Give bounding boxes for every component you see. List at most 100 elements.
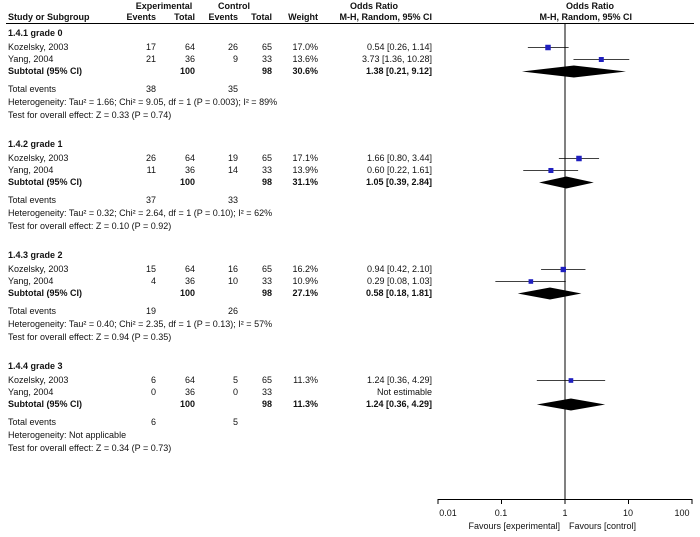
- total-events-ctrl: 35: [227, 84, 238, 94]
- control-header: Control: [218, 1, 250, 11]
- subtotal-label: Subtotal (95% CI): [8, 399, 83, 409]
- ctrl-total: 65: [261, 264, 272, 274]
- weight: 10.9%: [292, 276, 318, 286]
- ctrl-total: 65: [261, 375, 272, 385]
- study-marker: [528, 279, 534, 284]
- weight-header: Weight: [288, 12, 318, 22]
- experimental-header: Experimental: [135, 1, 193, 11]
- study-name: Yang, 2004: [8, 165, 54, 175]
- total-events-label: Total events: [8, 417, 57, 427]
- total-events-label: Total events: [8, 195, 57, 205]
- overall-effect: Test for overall effect: Z = 0.34 (P = 0…: [8, 443, 172, 453]
- heterogeneity: Heterogeneity: Tau² = 0.40; Chi² = 2.35,…: [8, 319, 273, 329]
- ctrl-events: 5: [232, 375, 238, 385]
- study-marker: [598, 57, 604, 62]
- subtotal-ci: 1.05 [0.39, 2.84]: [365, 177, 432, 187]
- exp-events-header: Events: [126, 12, 156, 22]
- subtotal-ci: 0.58 [0.18, 1.81]: [365, 288, 432, 298]
- study-marker: [545, 44, 551, 51]
- weight: 13.6%: [292, 54, 318, 64]
- subtotal-ci: 1.24 [0.36, 4.29]: [365, 399, 432, 409]
- tick-label-0.1: 0.1: [494, 508, 508, 518]
- total-events-exp: 6: [150, 417, 156, 427]
- subtotal-diamond: [517, 287, 582, 300]
- group-title: 1.4.4 grade 3: [8, 361, 63, 371]
- subtotal-exp-total: 100: [179, 288, 195, 298]
- study-name: Kozelsky, 2003: [8, 264, 69, 274]
- ctrl-events: 19: [227, 153, 238, 163]
- exp-events: 21: [145, 54, 156, 64]
- ci-text: 0.54 [0.26, 1.14]: [366, 42, 432, 52]
- exp-total: 36: [184, 165, 195, 175]
- overall-effect: Test for overall effect: Z = 0.94 (P = 0…: [8, 332, 172, 342]
- study-name: Yang, 2004: [8, 387, 54, 397]
- ci-text: 0.94 [0.42, 2.10]: [366, 264, 432, 274]
- exp-events: 11: [146, 165, 156, 175]
- subtotal-label: Subtotal (95% CI): [8, 66, 83, 76]
- exp-total-header: Total: [174, 12, 195, 22]
- subtotal-exp-total: 100: [179, 399, 195, 409]
- exp-events: 15: [145, 264, 156, 274]
- favours-control-label: Favours [control]: [569, 521, 637, 531]
- exp-total: 64: [184, 375, 195, 385]
- study-marker: [576, 155, 582, 162]
- ctrl-total-header: Total: [251, 12, 272, 22]
- exp-events: 0: [150, 387, 156, 397]
- ctrl-events: 10: [227, 276, 238, 286]
- group-title: 1.4.1 grade 0: [8, 28, 63, 38]
- total-events-label: Total events: [8, 84, 57, 94]
- exp-total: 36: [184, 387, 195, 397]
- ctrl-total: 65: [261, 153, 272, 163]
- subtotal-weight: 27.1%: [292, 288, 318, 298]
- tick-label-0.01: 0.01: [439, 508, 457, 518]
- total-events-ctrl: 26: [227, 306, 238, 316]
- weight: 11.3%: [293, 375, 318, 385]
- total-events-exp: 38: [145, 84, 156, 94]
- subtotal-diamond: [536, 398, 606, 411]
- exp-total: 64: [184, 153, 195, 163]
- exp-total: 36: [184, 54, 195, 64]
- subtotal-ctrl-total: 98: [261, 66, 272, 76]
- ctrl-total: 33: [261, 276, 272, 286]
- heterogeneity: Heterogeneity: Tau² = 1.66; Chi² = 9.05,…: [8, 97, 278, 107]
- total-events-exp: 37: [145, 195, 156, 205]
- ctrl-events-header: Events: [208, 12, 238, 22]
- total-events-label: Total events: [8, 306, 57, 316]
- subtotal-label: Subtotal (95% CI): [8, 177, 83, 187]
- plot-odds-ratio-header: Odds Ratio: [565, 1, 614, 11]
- exp-events: 6: [150, 375, 156, 385]
- subtotal-exp-total: 100: [179, 177, 195, 187]
- subtotal-ctrl-total: 98: [261, 177, 272, 187]
- ci-text: 1.66 [0.80, 3.44]: [366, 153, 432, 163]
- weight: 13.9%: [292, 165, 318, 175]
- subtotal-label: Subtotal (95% CI): [8, 288, 83, 298]
- exp-total: 36: [184, 276, 195, 286]
- ci-text: 1.24 [0.36, 4.29]: [366, 375, 432, 385]
- overall-effect: Test for overall effect: Z = 0.33 (P = 0…: [8, 110, 172, 120]
- subtotal-ci: 1.38 [0.21, 9.12]: [365, 66, 432, 76]
- group-title: 1.4.3 grade 2: [8, 250, 63, 260]
- subtotal-diamond: [539, 176, 594, 189]
- weight: 17.0%: [292, 42, 318, 52]
- tick-label-10: 10: [622, 508, 633, 518]
- subtotal-weight: 30.6%: [292, 66, 318, 76]
- plot-method-header: M-H, Random, 95% CI: [539, 12, 632, 22]
- ci-text: 3.73 [1.36, 10.28]: [361, 54, 432, 64]
- subtotal-exp-total: 100: [179, 66, 195, 76]
- exp-events: 26: [145, 153, 156, 163]
- subtotal-ctrl-total: 98: [261, 399, 272, 409]
- exp-total: 64: [184, 42, 195, 52]
- ci-text: 0.60 [0.22, 1.61]: [366, 165, 432, 175]
- study-name: Yang, 2004: [8, 276, 54, 286]
- ctrl-total: 33: [261, 165, 272, 175]
- study-name: Kozelsky, 2003: [8, 153, 69, 163]
- study-header: Study or Subgroup: [8, 12, 90, 22]
- ctrl-events: 16: [227, 264, 238, 274]
- ctrl-events: 26: [227, 42, 238, 52]
- tick-label-100: 100: [674, 508, 690, 518]
- or-method-header: M-H, Random, 95% CI: [339, 12, 432, 22]
- favours-experimental-label: Favours [experimental]: [468, 521, 560, 531]
- study-marker: [548, 167, 554, 174]
- ctrl-total: 65: [261, 42, 272, 52]
